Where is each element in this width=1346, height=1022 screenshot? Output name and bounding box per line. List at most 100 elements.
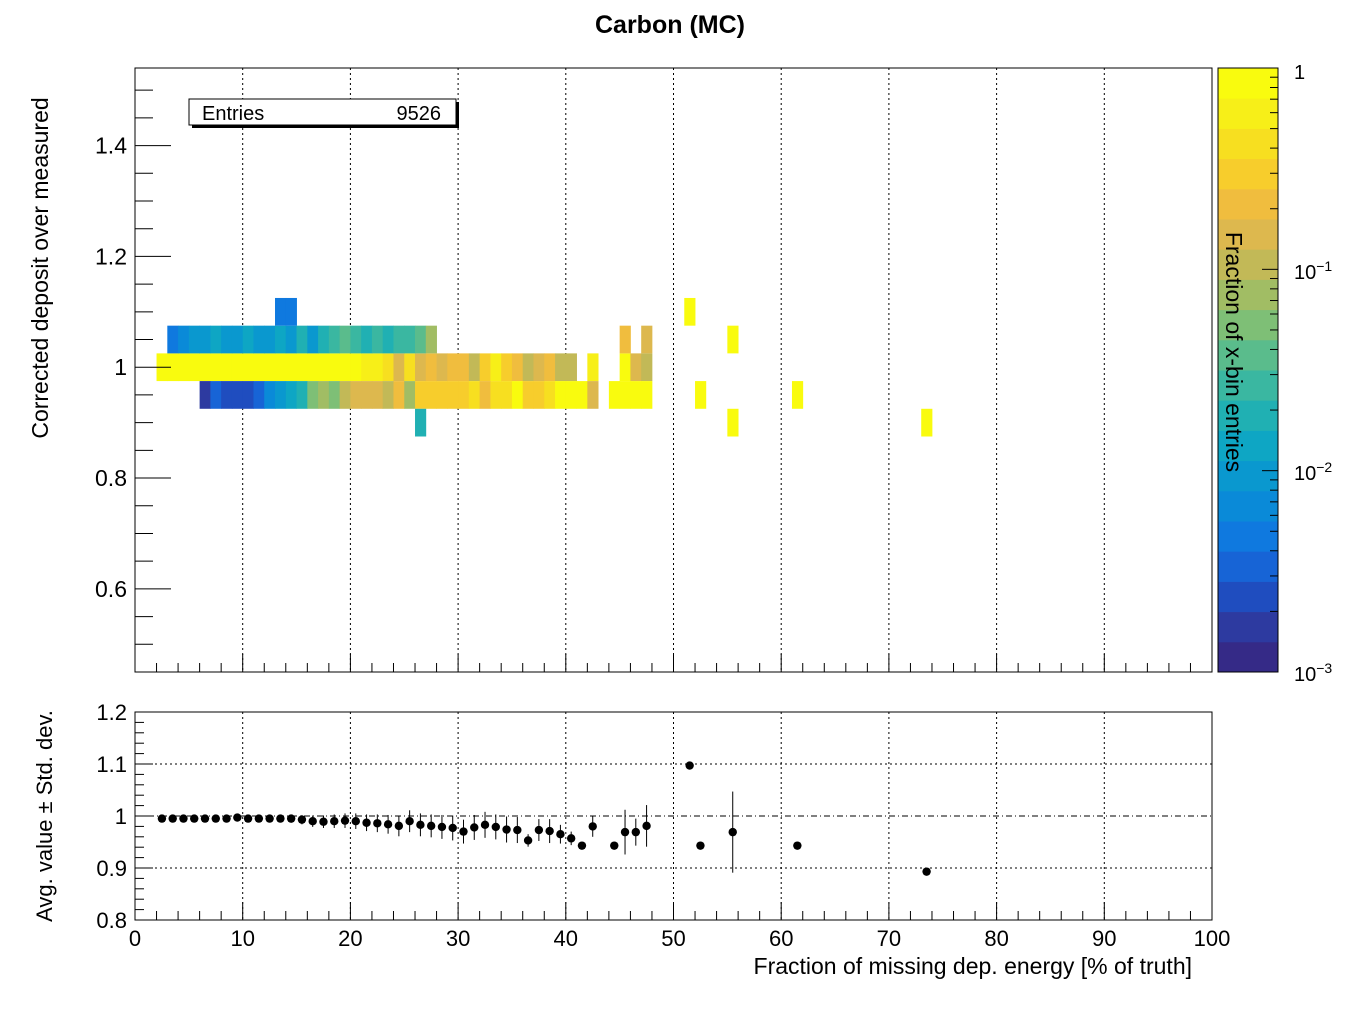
heatmap-y-axis: 0.6 0.8 1 1.2 1.4 [95,89,171,673]
heatmap-cell [630,381,642,409]
profile-point [480,820,490,830]
profile-point [566,834,576,843]
heatmap-cell [511,381,524,409]
profile-point [233,813,242,822]
heatmap-cell [178,353,190,382]
color-scale-block [1218,128,1278,160]
profile-x-tick-label: 90 [1092,926,1116,951]
heatmap-cell [404,381,416,409]
heatmap-cell [630,353,642,382]
profile-point [319,817,328,826]
heatmap-cell [501,353,513,382]
heatmap-cell [619,325,631,354]
color-scale-block [1218,611,1278,643]
heatmap-cell [544,353,556,382]
profile-point [200,814,210,823]
heatmap-cell [533,381,545,409]
profile-point [265,814,274,823]
heatmap-cell [242,381,254,409]
profile-point [545,826,554,836]
profile-point [685,761,694,770]
profile-point [620,827,630,837]
heatmap-cell [501,381,513,409]
profile-point [610,841,619,850]
color-scale-block [1218,490,1278,522]
profile-point [276,814,285,823]
heatmap-cell [242,353,254,382]
color-scale-tick-1e-3: 10−3 [1294,660,1332,686]
profile-point [437,822,447,832]
heatmap-cell [415,408,427,437]
profile-x-tick-label: 10 [230,926,254,951]
profile-x-tick-label: 70 [877,926,901,951]
heatmap-cell [479,381,491,409]
profile-y-tick-label: 1.2 [96,700,127,725]
profile-point [793,841,802,850]
heatmap-cell [684,297,696,326]
heatmap-cell [253,325,265,354]
color-scale-blocks [1218,68,1278,673]
heatmap-cell [221,353,233,382]
heatmap-cell [371,381,384,409]
color-scale-block [1218,249,1278,280]
heatmap-cell [296,325,308,354]
heatmap-cell [178,325,190,354]
heatmap-y-tick-label: 1 [114,354,127,380]
heatmap-cell [199,353,211,382]
heatmap-cell [393,353,405,382]
heatmap-cell [275,325,287,354]
color-scale-block [1218,68,1278,99]
heatmap-cell [425,325,437,354]
profile-x-tick-label: 40 [554,926,578,951]
color-scale-block [1218,339,1278,371]
profile-point [179,814,188,823]
profile-point [405,817,414,826]
heatmap-cell [328,325,341,354]
heatmap-cell [242,325,254,354]
profile-point [696,841,705,850]
heatmap-cell [188,325,201,354]
stats-box-label: Entries [202,103,264,125]
heatmap-cell [318,353,330,382]
heatmap-cell [565,353,577,382]
heatmap-cell [619,353,631,382]
heatmap-cell [404,325,416,354]
stats-box-value: 9526 [397,103,442,125]
color-scale-block [1218,641,1278,673]
heatmap-cell [285,381,297,409]
heatmap-cell [318,325,330,354]
heatmap-cell [468,381,481,409]
color-scale-block [1218,219,1278,250]
profile-x-axis: 0 10 20 30 40 50 60 70 80 90 100 [129,902,1230,951]
heatmap-cell [393,325,405,354]
color-scale-block [1218,188,1278,220]
heatmap-cell [253,353,265,382]
heatmap-cell [447,353,459,382]
color-scale-block [1218,98,1278,129]
heatmap-cell [210,353,222,382]
heatmap-cell [641,353,653,382]
profile-y-tick-label: 0.8 [96,908,127,933]
profile-x-tick-label: 100 [1194,926,1231,951]
heatmap-cell [328,353,341,382]
heatmap-y-tick-label: 0.8 [95,465,127,491]
profile-point [588,822,597,831]
profile-point [459,827,468,836]
heatmap-cell [555,353,567,382]
heatmap-panel: 0.6 0.8 1 1.2 1.4 Corrected deposit over mea… [27,67,1213,673]
heatmap-cell [479,353,491,382]
heatmap-cell [285,297,297,326]
heatmap-cell [231,325,244,354]
profile-point [351,817,360,826]
color-scale-block [1218,430,1278,462]
heatmap-y-tick-label: 1.4 [95,133,127,159]
color-scale-block [1218,551,1278,582]
heatmap-cell [210,325,222,354]
profile-point [631,827,641,837]
heatmap-cell [361,325,373,354]
color-scale-block [1218,279,1278,311]
heatmap-cell [371,353,384,382]
color-scale-ticks [1262,67,1278,673]
heatmap-cell [921,408,933,437]
